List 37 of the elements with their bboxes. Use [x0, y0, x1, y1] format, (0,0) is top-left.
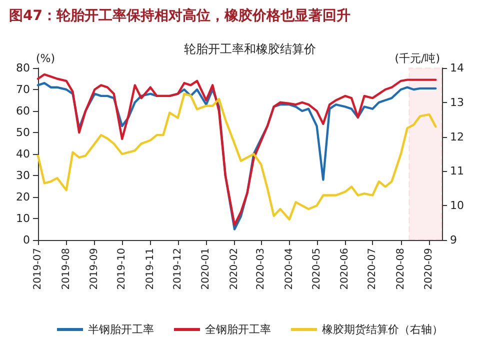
x-tick-label: 2019-09 — [89, 248, 100, 290]
chart-title: 图47：轮胎开工率保持相对高位，橡胶价格也显著回升 — [9, 7, 350, 24]
x-tick-label: 2020-04 — [284, 248, 295, 290]
y-tick-label: 40 — [16, 148, 30, 160]
x-tick-label: 2019-10 — [116, 248, 128, 290]
y-tick-label: 60 — [16, 104, 30, 118]
legend-label: 橡胶期货结算价（右轴） — [322, 323, 443, 336]
x-tick-label: 2020-02 — [229, 248, 240, 290]
y2-tick-label: 11 — [450, 164, 464, 178]
x-tick-label: 2019-07 — [32, 248, 44, 290]
x-tick-label: 2020-01 — [200, 248, 212, 290]
chart-subtitle: 轮胎开工率和橡胶结算价 — [184, 42, 316, 56]
y2-tick-label: 10 — [450, 199, 464, 212]
x-tick-label: 2020-08 — [395, 248, 406, 290]
y-tick-label: 50 — [16, 126, 30, 139]
y-tick-label: 70 — [16, 83, 30, 96]
x-tick-label: 2019-12 — [172, 248, 184, 290]
y-tick-label: 10 — [16, 212, 30, 225]
legend-label: 全钢胎开工率 — [205, 323, 271, 336]
y-tick-label: 20 — [16, 190, 30, 204]
y2-axis-title: (千元/吨) — [394, 52, 440, 65]
y-tick-label: 0 — [23, 234, 30, 246]
x-tick-label: 2020-07 — [367, 248, 378, 290]
y-tick-label: 80 — [16, 62, 30, 74]
y2-tick-label: 9 — [450, 234, 457, 246]
y2-tick-label: 14 — [450, 62, 464, 74]
x-tick-label: 2020-03 — [256, 248, 267, 290]
y2-tick-label: 13 — [450, 96, 464, 109]
legend-label: 半钢胎开工率 — [88, 323, 154, 336]
x-tick-label: 2019-11 — [144, 248, 156, 290]
x-tick-label: 2020-05 — [311, 248, 322, 290]
x-tick-label: 2020-09 — [424, 248, 435, 290]
y-axis-title: (%) — [36, 52, 56, 65]
y-tick-label: 30 — [16, 169, 30, 182]
x-tick-label: 2020-06 — [340, 248, 351, 290]
x-tick-label: 2019-08 — [60, 248, 72, 290]
y2-tick-label: 12 — [450, 130, 464, 144]
